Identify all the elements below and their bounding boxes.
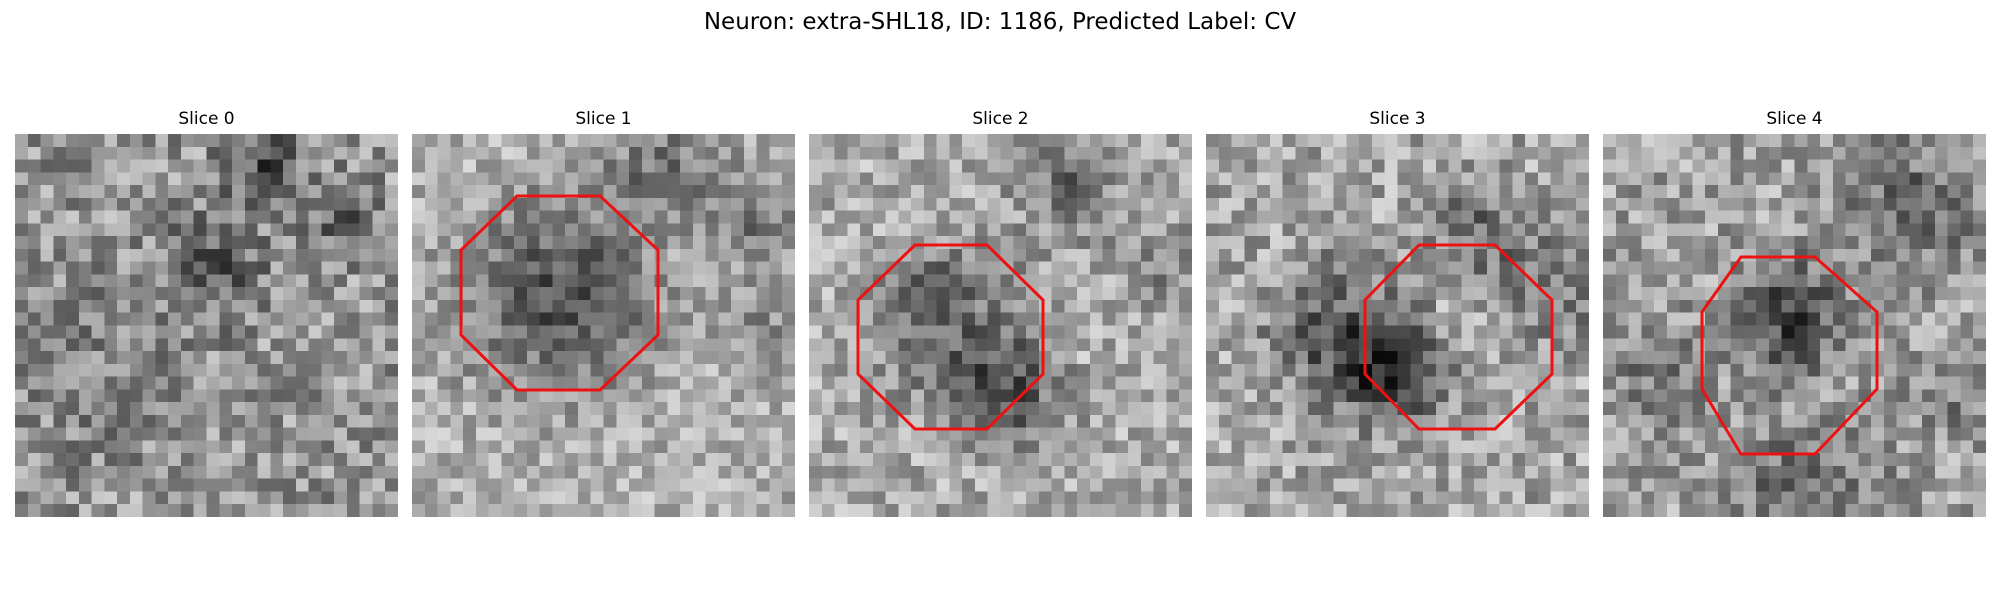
slice-title: Slice 3 [1369, 109, 1426, 129]
slice-image [809, 134, 1192, 517]
slice-title: Slice 0 [178, 109, 235, 129]
roi-octagon [856, 243, 1045, 431]
roi-overlay [15, 134, 398, 517]
slice-title: Slice 4 [1766, 109, 1823, 129]
roi-octagon [1700, 255, 1879, 456]
roi-octagon [459, 194, 660, 392]
roi-overlay [1700, 255, 1879, 456]
slice-title: Slice 1 [575, 109, 632, 129]
slice-title: Slice 2 [972, 109, 1029, 129]
roi-overlay [459, 194, 660, 392]
roi-octagon [1363, 243, 1554, 431]
roi-overlay [856, 243, 1045, 431]
slice-image [15, 134, 398, 517]
roi-overlay [1363, 243, 1554, 431]
slice-image [1206, 134, 1589, 517]
figure-title: Neuron: extra-SHL18, ID: 1186, Predicted… [703, 9, 1297, 35]
